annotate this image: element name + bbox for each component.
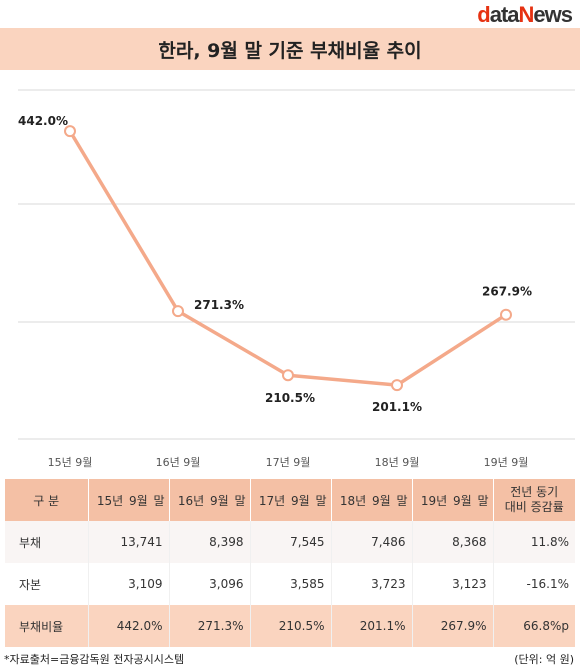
- table-cell: 267.9%: [411, 605, 493, 647]
- row-label: 자본: [5, 563, 88, 605]
- row-label: 부채비율: [5, 605, 88, 647]
- row-label: 부채: [5, 521, 88, 563]
- table-header-change: 전년 동기 대비 증감률: [492, 479, 575, 521]
- unit-note: (단위: 억 원): [514, 653, 574, 666]
- footer: *자료출처=금융감독원 전자공시시스템 (단위: 억 원): [0, 648, 580, 669]
- table-header-category: 구 분: [5, 479, 88, 521]
- table-cell: 66.8%p: [492, 605, 575, 647]
- chart-title: 한라, 9월 말 기준 부채비율 추이: [158, 39, 422, 62]
- table-cell: -16.1%: [492, 563, 575, 605]
- line-chart: 442.0% 271.3% 210.5% 201.1% 267.9% 15년 9월 16년 …: [18, 89, 575, 469]
- table-cell: 442.0%: [87, 605, 169, 647]
- chart-title-bar: 한라, 9월 말 기준 부채비율 추이: [0, 28, 580, 70]
- table-header-col: 17년 9월 말: [249, 479, 331, 521]
- data-point: [172, 305, 184, 318]
- data-label: 442.0%: [18, 114, 68, 128]
- table-row-debt: 부채 13,741 8,398 7,545 7,486 8,368 11.8%: [5, 521, 575, 563]
- table-row-ratio: 부채비율 442.0% 271.3% 210.5% 201.1% 267.9% …: [5, 605, 575, 647]
- table-cell: 3,096: [168, 563, 250, 605]
- x-tick-label: 17년 9월: [266, 456, 311, 469]
- x-tick-label: 18년 9월: [375, 456, 420, 469]
- data-table: 구 분 15년 9월 말 16년 9월 말 17년 9월 말 18년 9월 말 …: [5, 479, 575, 647]
- table-cell: 8,398: [168, 521, 250, 563]
- x-tick-label: 16년 9월: [156, 456, 201, 469]
- table-cell: 210.5%: [249, 605, 331, 647]
- data-label: 271.3%: [194, 298, 244, 312]
- source-note: *자료출처=금융감독원 전자공시시스템: [4, 653, 185, 666]
- series-line: [68, 130, 507, 387]
- table-cell: 3,723: [330, 563, 412, 605]
- table-cell: 271.3%: [168, 605, 250, 647]
- table-cell: 3,123: [411, 563, 493, 605]
- data-point: [64, 125, 76, 138]
- table-header-col: 16년 9월 말: [168, 479, 250, 521]
- data-point: [500, 308, 512, 321]
- table-cell: 3,109: [87, 563, 169, 605]
- table-cell: 8,368: [411, 521, 493, 563]
- data-label: 210.5%: [265, 391, 315, 405]
- data-label: 267.9%: [482, 285, 532, 299]
- data-label: 201.1%: [372, 400, 422, 414]
- table-cell: 7,545: [249, 521, 331, 563]
- table-header-col: 19년 9월 말: [411, 479, 493, 521]
- table-cell: 201.1%: [330, 605, 412, 647]
- table-cell: 3,585: [249, 563, 331, 605]
- table-header-row: 구 분 15년 9월 말 16년 9월 말 17년 9월 말 18년 9월 말 …: [5, 479, 575, 521]
- brand-logo: dataNews: [477, 2, 573, 27]
- table-header-col: 15년 9월 말: [87, 479, 169, 521]
- data-point: [282, 369, 294, 382]
- table-cell: 11.8%: [492, 521, 575, 563]
- x-tick-label: 19년 9월: [484, 456, 529, 469]
- table-header-col: 18년 9월 말: [330, 479, 412, 521]
- data-point: [391, 379, 403, 392]
- table-cell: 13,741: [87, 521, 169, 563]
- x-tick-label: 15년 9월: [48, 456, 93, 469]
- table-cell: 7,486: [330, 521, 412, 563]
- table-row-equity: 자본 3,109 3,096 3,585 3,723 3,123 -16.1%: [5, 563, 575, 605]
